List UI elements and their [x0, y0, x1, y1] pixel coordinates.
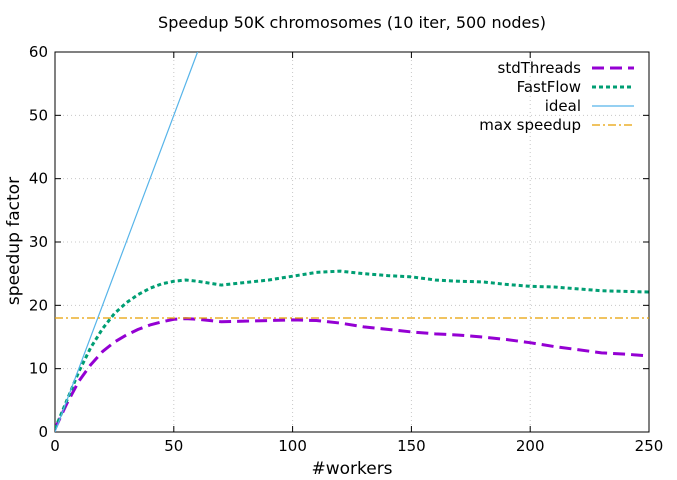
x-axis-title: #workers [311, 459, 392, 479]
grid [55, 52, 649, 432]
y-tick-label: 0 [38, 423, 48, 441]
x-tick-label: 200 [516, 437, 545, 455]
y-tick-label: 20 [29, 296, 48, 314]
x-tick-label: 100 [278, 437, 307, 455]
y-tick-label: 30 [29, 233, 48, 251]
axis-ticks: 0 50 100 150 200 250 0 10 20 30 40 50 60 [29, 43, 663, 455]
legend-label: FastFlow [517, 78, 581, 96]
y-tick-label: 50 [29, 106, 48, 124]
legend-label: stdThreads [498, 59, 582, 77]
legend-label: ideal [545, 97, 581, 115]
chart-title: Speedup 50K chromosomes (10 iter, 500 no… [158, 13, 546, 32]
x-tick-label: 0 [50, 437, 60, 455]
y-axis-title: speedup factor [4, 177, 24, 305]
series-line-stdthreads [55, 317, 649, 430]
legend-label: max speedup [479, 116, 581, 134]
series-line-ideal [55, 52, 199, 432]
y-tick-label: 40 [29, 170, 48, 188]
y-tick-label: 60 [29, 43, 48, 61]
x-tick-label: 250 [635, 437, 664, 455]
x-tick-label: 150 [397, 437, 426, 455]
series-lines [55, 52, 649, 432]
x-tick-label: 50 [164, 437, 183, 455]
y-tick-label: 10 [29, 360, 48, 378]
series-line-fastflow [55, 269, 649, 430]
